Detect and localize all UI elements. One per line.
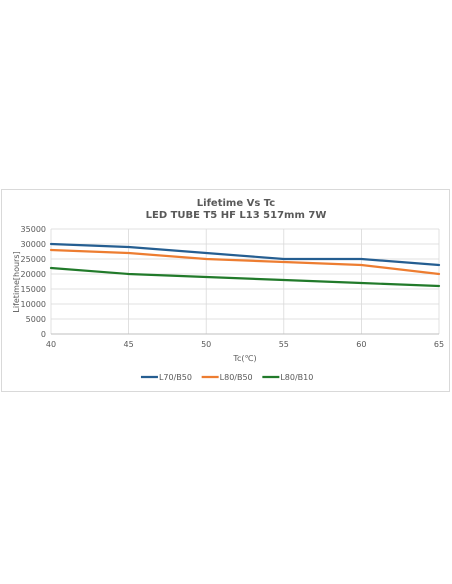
y-tick-labels: 0 5000 10000 15000 20000 25000 30000 35000 xyxy=(21,225,46,339)
series-lines xyxy=(49,242,441,288)
y-tick-label: 0 xyxy=(41,330,46,339)
y-tick-label: 20000 xyxy=(21,270,46,279)
y-tick-label: 10000 xyxy=(21,300,46,309)
series-line-l80-b50 xyxy=(49,248,441,276)
x-tick-label: 40 xyxy=(46,340,56,349)
x-tick-label: 65 xyxy=(434,340,444,349)
series-line-l70-b50 xyxy=(49,242,441,267)
series-line-l80-b10 xyxy=(49,266,441,288)
x-axis-title: Tc(℃) xyxy=(232,354,256,363)
y-tick-label: 15000 xyxy=(21,285,46,294)
y-tick-label: 5000 xyxy=(26,315,46,324)
legend-label-l70-b50: L70/B50 xyxy=(159,373,192,382)
x-tick-label: 55 xyxy=(279,340,289,349)
y-axis-title: Lifetime[hours] xyxy=(12,251,21,312)
x-tick-labels: 40 45 50 55 60 65 xyxy=(46,340,444,349)
y-tick-label: 30000 xyxy=(21,240,46,249)
legend: L70/B50 L80/B50 L80/B10 xyxy=(140,373,313,382)
chart-subtitle: LED TUBE T5 HF L13 517mm 7W xyxy=(146,210,327,221)
y-tick-label: 25000 xyxy=(21,255,46,264)
chart-frame: Lifetime Vs Tc LED TUBE T5 HF L13 517mm … xyxy=(1,189,450,392)
lifetime-chart: Lifetime Vs Tc LED TUBE T5 HF L13 517mm … xyxy=(12,198,444,382)
x-tick-label: 45 xyxy=(124,340,134,349)
grid-lines xyxy=(50,228,440,334)
legend-label-l80-b10: L80/B10 xyxy=(280,373,313,382)
chart-title: Lifetime Vs Tc xyxy=(197,198,275,209)
legend-label-l80-b50: L80/B50 xyxy=(220,373,253,382)
x-tick-label: 60 xyxy=(356,340,366,349)
y-tick-label: 35000 xyxy=(21,225,46,234)
x-tick-label: 50 xyxy=(201,340,211,349)
